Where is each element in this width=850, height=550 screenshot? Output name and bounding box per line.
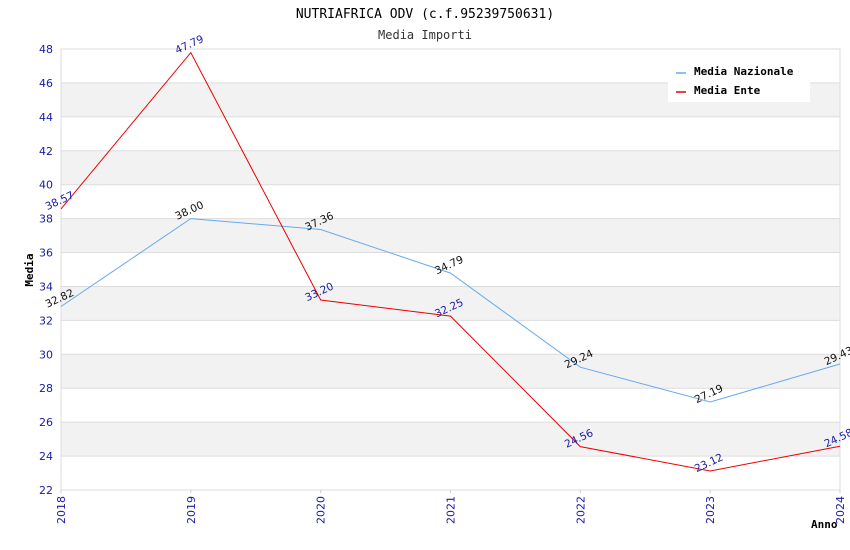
grid-band — [61, 150, 840, 185]
x-axis-label: Anno — [811, 518, 838, 531]
y-tick-label: 30 — [39, 348, 53, 361]
data-label: 34.79 — [433, 254, 465, 278]
y-tick-label: 24 — [39, 450, 53, 463]
y-tick-label: 46 — [39, 77, 53, 90]
y-tick-label: 44 — [39, 111, 53, 124]
grid-band — [61, 422, 840, 457]
x-tick-label: 2023 — [704, 496, 717, 524]
x-tick-label: 2022 — [574, 496, 587, 524]
y-tick-label: 48 — [39, 43, 53, 56]
legend-label-nazionale: Media Nazionale — [694, 65, 794, 78]
grid-band — [61, 218, 840, 253]
y-tick-label: 38 — [39, 213, 53, 226]
y-axis-ticks: 22 24 26 28 30 32 34 36 38 40 42 44 46 48 — [39, 43, 53, 497]
series-line-ente — [60, 51, 841, 472]
y-tick-label: 42 — [39, 145, 53, 158]
series-line-nazionale — [60, 218, 841, 403]
x-tick-label: 2024 — [834, 496, 847, 524]
y-tick-label: 40 — [39, 179, 53, 192]
y-tick-label: 36 — [39, 247, 53, 260]
x-axis-ticks: 2018 2019 2020 2021 2022 2023 2024 — [55, 496, 847, 524]
x-tick-label: 2020 — [315, 496, 328, 524]
y-tick-label: 34 — [39, 280, 53, 293]
data-label: 47.79 — [173, 33, 205, 57]
gridlines — [60, 48, 841, 493]
y-tick-label: 22 — [39, 484, 53, 497]
y-axis-label: Media — [23, 253, 36, 286]
grid-band — [61, 354, 840, 389]
legend-label-ente: Media Ente — [694, 84, 761, 97]
y-tick-label: 32 — [39, 314, 53, 327]
chart-subtitle: Media Importi — [378, 28, 472, 42]
legend-box — [668, 60, 810, 102]
grid-band — [61, 286, 840, 321]
x-tick-label: 2018 — [55, 496, 68, 524]
series-lines — [60, 51, 841, 472]
y-tick-label: 28 — [39, 382, 53, 395]
chart-title: NUTRIAFRICA ODV (c.f.95239750631) — [296, 7, 554, 22]
legend: Media Nazionale Media Ente — [668, 60, 810, 102]
data-label: 38.57 — [44, 189, 76, 213]
x-tick-label: 2019 — [185, 496, 198, 524]
y-tick-label: 26 — [39, 416, 53, 429]
x-tick-label: 2021 — [445, 496, 458, 524]
